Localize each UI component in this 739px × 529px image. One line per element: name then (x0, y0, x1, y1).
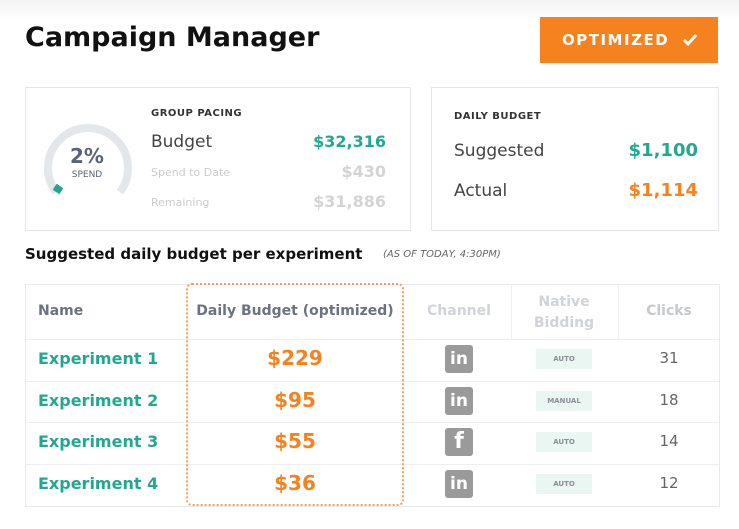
row-divider (26, 422, 719, 423)
daily-budget: $36 (274, 470, 316, 495)
section-note: (AS OF TODAY, 4:30PM) (383, 249, 501, 260)
row-divider (26, 339, 719, 340)
pacing-card: 2% SPEND GROUP PACING Budget $32,316 Spend… (25, 87, 411, 231)
bidding-badge: AUTO (536, 349, 592, 369)
clicks: 14 (659, 432, 679, 450)
row-divider (26, 380, 719, 382)
column-divider (618, 285, 619, 339)
highlight-frame (186, 283, 404, 506)
daily-budget: $55 (274, 429, 316, 453)
column-header: Native Bidding (533, 294, 595, 331)
daily-budget: $229 (267, 346, 323, 370)
daily-budget: $95 (274, 387, 316, 412)
check-icon (682, 34, 698, 47)
gauge-value: 2% (70, 144, 104, 168)
clicks: 12 (659, 473, 679, 492)
card-title: GROUP PACING (151, 108, 243, 119)
experiment-name[interactable]: Experiment 3 (38, 432, 159, 451)
channel-icon: in (445, 386, 473, 415)
clicks: 31 (659, 349, 679, 367)
card-title: DAILY BUDGET (454, 111, 542, 122)
row-label: Actual (454, 181, 508, 201)
experiment-name[interactable]: Experiment 2 (38, 390, 159, 410)
bidding-badge: AUTO (536, 473, 592, 494)
row-value: $32,316 (313, 132, 386, 151)
row-label: Spend to Date (151, 166, 231, 179)
row-label: Budget (151, 132, 213, 152)
column-header: Daily Budget (optimized) (196, 303, 394, 319)
button-label: OPTIMIZED (562, 31, 670, 49)
experiment-name[interactable]: Experiment 1 (38, 349, 159, 368)
channel-icon: in (445, 469, 473, 498)
clicks: 18 (659, 390, 679, 409)
column-header: Channel (427, 303, 491, 319)
section-title: Suggested daily budget per experiment (25, 245, 363, 263)
daily-budget-card: DAILY BUDGET Suggested $1,100 Actual $1,114 (431, 87, 719, 231)
column-header: Name (38, 303, 84, 319)
gauge-label: SPEND (71, 170, 103, 180)
experiment-name[interactable]: Experiment 4 (38, 473, 159, 493)
row-value: $31,886 (313, 192, 386, 211)
row-value: $1,114 (628, 180, 698, 201)
bidding-badge: MANUAL (536, 390, 592, 411)
row-value: $1,100 (628, 140, 698, 161)
row-divider (26, 463, 719, 465)
page-title: Campaign Manager (25, 22, 320, 53)
column-header: Clicks (646, 303, 692, 319)
row-label: Suggested (454, 141, 545, 161)
channel-icon: in (445, 345, 473, 373)
column-divider (511, 285, 512, 339)
gauge (44, 124, 132, 195)
row-label: Remaining (151, 196, 210, 209)
channel-icon: f (445, 428, 473, 456)
row-value: $430 (341, 162, 386, 181)
optimized-button[interactable]: OPTIMIZED (540, 17, 718, 63)
bidding-badge: AUTO (536, 432, 592, 452)
